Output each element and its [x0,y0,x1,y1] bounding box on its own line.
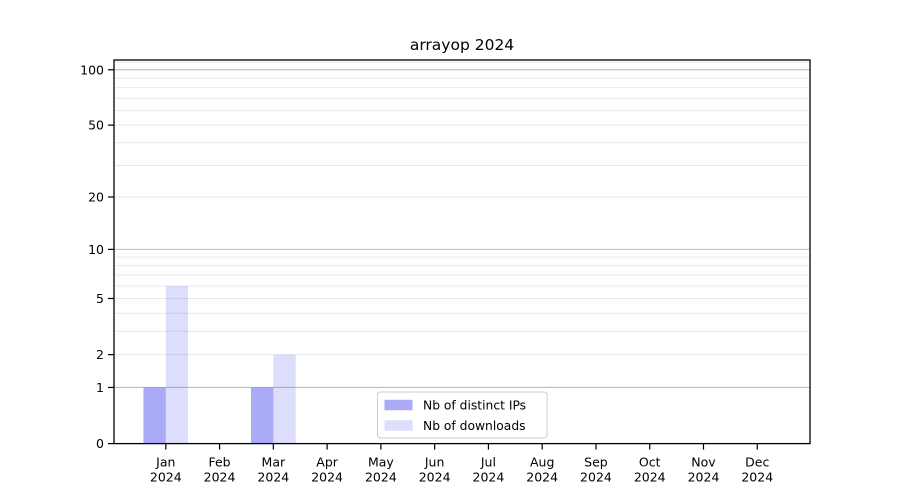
chart-title: arrayop 2024 [409,36,515,54]
y-tick-label-50: 50 [88,118,104,133]
x-tick-label-mar: Mar 2024 [257,455,289,485]
x-tick-label-jan: Jan 2024 [150,455,182,485]
legend-label-series0: Nb of distinct IPs [423,398,526,412]
y-tick-label-5: 5 [96,291,104,306]
x-tick-label-feb: Feb 2024 [204,455,236,485]
x-tick-label-sep: Sep 2024 [580,455,612,485]
y-tick-label-20: 20 [88,189,104,204]
x-tick-label-jun: Jun 2024 [419,455,451,485]
y-tick-label-100: 100 [80,62,104,77]
legend-box [377,391,548,439]
bar-jan-series0 [143,387,166,444]
legend-swatch-series0 [384,399,413,411]
bar-mar-series1 [273,354,296,444]
x-tick-label-may: May 2024 [365,455,397,485]
x-tick-label-nov: Nov 2024 [688,455,720,485]
y-tick-label-1: 1 [96,380,104,395]
x-tick-label-oct: Oct 2024 [634,455,666,485]
x-tick-label-dec: Dec 2024 [741,455,773,485]
x-tick-label-jul: Jul 2024 [473,455,505,485]
legend-swatch-series1 [384,420,413,431]
y-tick-label-0: 0 [96,436,104,451]
x-tick-label-aug: Aug 2024 [526,455,558,485]
y-tick-label-10: 10 [88,242,104,257]
bar-mar-series0 [251,387,274,444]
legend-label-series1: Nb of downloads [423,419,526,433]
bar-jan-series1 [165,285,189,444]
x-tick-label-apr: Apr 2024 [311,455,343,485]
y-tick-label-2: 2 [96,347,104,362]
plot-border [113,59,811,445]
